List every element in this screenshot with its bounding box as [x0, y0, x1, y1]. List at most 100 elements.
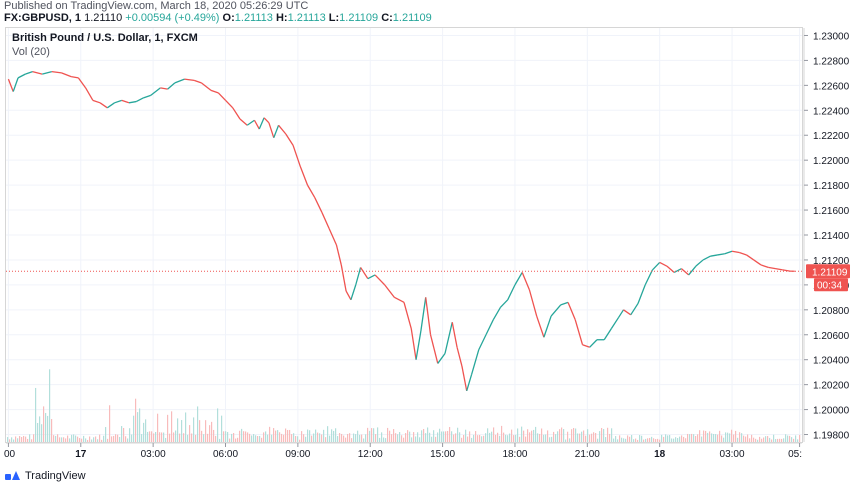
volume-bar	[533, 429, 535, 442]
volume-bar	[651, 436, 653, 442]
volume-bar	[765, 436, 767, 442]
volume-bar	[101, 439, 103, 442]
volume-bar	[739, 432, 741, 442]
price-segment	[335, 244, 342, 266]
volume-bar	[641, 435, 643, 442]
low-label: L:	[328, 12, 340, 24]
volume-bar	[339, 433, 341, 442]
volume-bar	[239, 430, 241, 442]
volume-bar	[37, 422, 39, 442]
volume-bar	[353, 433, 355, 442]
volume-bar	[613, 438, 615, 442]
volume-bar	[735, 430, 737, 442]
volume-bar	[419, 437, 421, 442]
volume-bar	[147, 431, 149, 442]
volume-bar	[313, 433, 315, 442]
volume-bar	[503, 432, 505, 442]
volume-bar	[799, 434, 801, 442]
price-segment	[753, 259, 762, 266]
price-segment	[550, 304, 562, 317]
y-tick-label: 1.22400	[813, 106, 850, 117]
price-segment	[724, 250, 733, 255]
volume-bar	[501, 425, 503, 442]
volume-bar	[725, 432, 727, 442]
volume-bar	[213, 429, 215, 442]
volume-bar	[203, 434, 205, 442]
volume-bar	[205, 420, 207, 442]
price-segment	[210, 89, 219, 94]
volume-bar	[233, 433, 235, 442]
x-tick-label: 17	[75, 449, 87, 460]
symbol-label[interactable]: FX:GBPUSD, 1	[4, 12, 82, 24]
volume-bar	[121, 426, 123, 442]
volume-bar	[401, 435, 403, 442]
volume-bar	[375, 434, 377, 442]
y-tick-label: 1.21200	[813, 256, 850, 267]
volume-bar	[763, 437, 765, 442]
price-segment	[746, 254, 755, 261]
price-segment	[225, 99, 234, 109]
price-segment	[456, 347, 463, 367]
volume-bar	[367, 427, 369, 442]
volume-bar	[583, 430, 585, 442]
volume-bar	[123, 427, 125, 442]
current-price-label: 1.21109	[812, 267, 848, 278]
volume-bar	[301, 431, 303, 442]
volume-bar	[751, 434, 753, 442]
low-value: 1.21109	[339, 12, 379, 24]
open-label: O:	[222, 12, 235, 24]
x-tick-label: 05:	[788, 449, 802, 460]
volume-bar	[585, 435, 587, 442]
volume-bar	[357, 430, 359, 442]
price-segment	[637, 284, 646, 304]
volume-bar	[673, 438, 675, 442]
volume-indicator-label[interactable]: Vol (20)	[12, 46, 50, 58]
price-segment	[314, 197, 323, 213]
price-segment	[51, 70, 62, 74]
volume-bar	[91, 439, 93, 442]
price-segment	[143, 94, 151, 99]
volume-bar	[681, 435, 683, 442]
volume-bar	[267, 434, 269, 442]
volume-bar	[331, 429, 333, 442]
volume-bar	[261, 437, 263, 442]
volume-bar	[259, 435, 261, 442]
tradingview-logo-icon	[5, 471, 21, 481]
volume-bar	[337, 436, 339, 442]
instrument-title[interactable]: British Pound / U.S. Dollar, 1, FXCM	[12, 32, 198, 44]
volume-bar	[485, 433, 487, 442]
volume-bar	[653, 438, 655, 442]
volume-bar	[35, 387, 37, 442]
y-tick-label: 1.21400	[813, 231, 850, 242]
volume-bar	[21, 437, 23, 442]
volume-bar	[637, 439, 639, 442]
volume-bar	[215, 435, 217, 442]
volume-bar	[497, 432, 499, 442]
volume-bar	[107, 438, 109, 442]
volume-bar	[793, 438, 795, 442]
price-segment	[507, 284, 516, 301]
volume-bar	[303, 434, 305, 442]
volume-bar	[567, 431, 569, 442]
volume-bar	[197, 406, 199, 442]
volume-bar	[569, 438, 571, 442]
volume-bar	[163, 432, 165, 442]
volume-bar	[477, 435, 479, 442]
price-segment	[680, 268, 690, 276]
y-tick-label: 1.21600	[813, 206, 850, 217]
volume-bar	[291, 434, 293, 442]
volume-bar	[663, 436, 665, 442]
price-segment	[355, 267, 362, 286]
volume-bar	[361, 434, 363, 442]
volume-bar	[537, 433, 539, 442]
x-tick-label: 03:00	[141, 449, 166, 460]
volume-bar	[657, 438, 659, 442]
price-segment	[425, 297, 432, 335]
volume-bar	[349, 433, 351, 442]
volume-bar	[275, 430, 277, 442]
volume-bar	[79, 438, 81, 442]
countdown-badge	[814, 278, 848, 292]
volume-bar	[87, 439, 89, 442]
volume-bar	[19, 436, 21, 442]
